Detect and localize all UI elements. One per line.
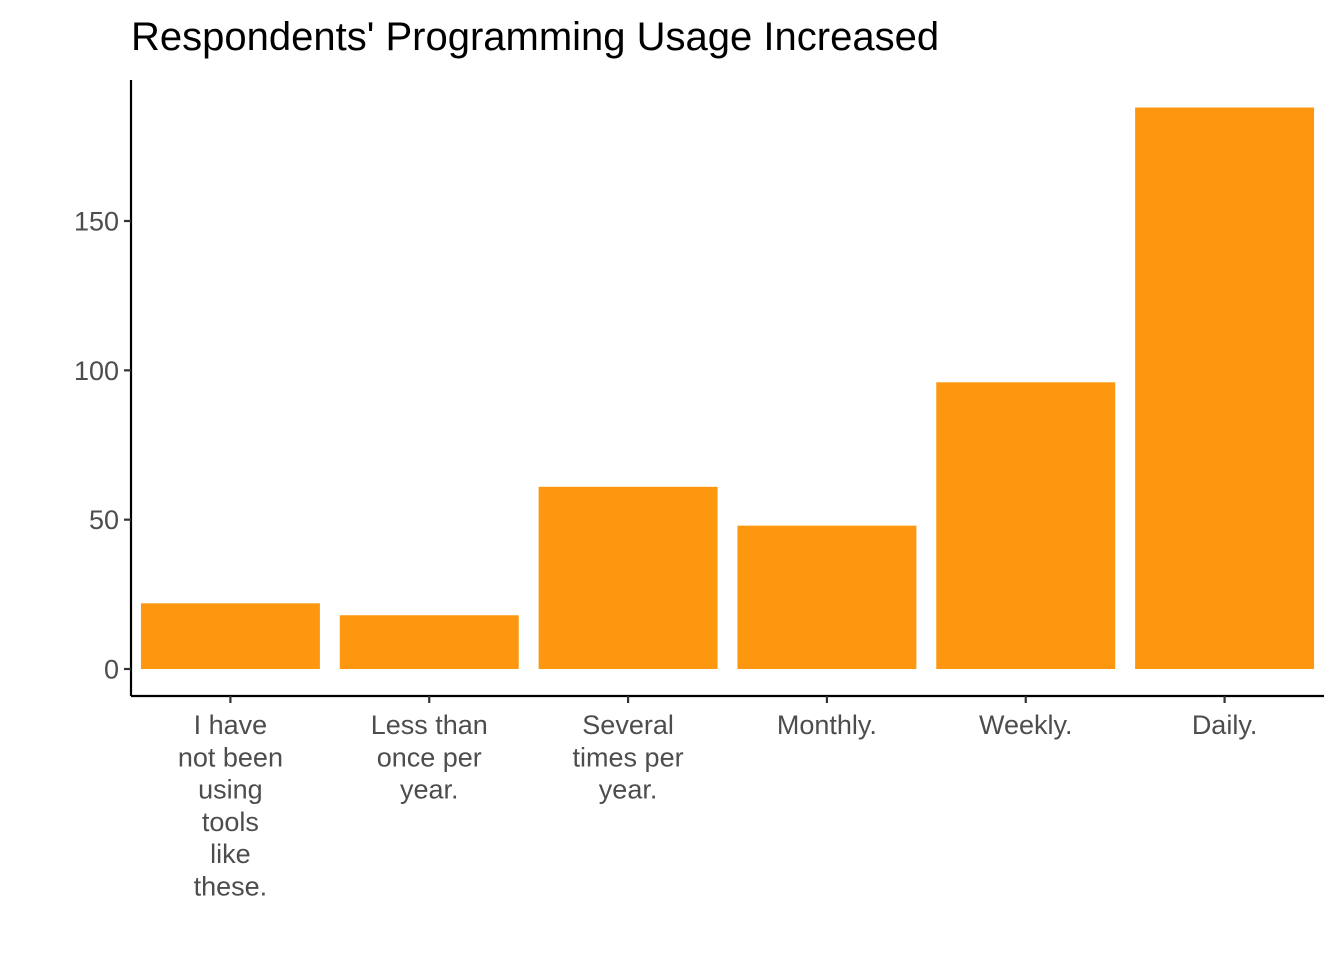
bar-3	[737, 525, 917, 669]
chart-title: Respondents' Programming Usage Increased	[131, 15, 939, 59]
y-tick-label: 100	[74, 356, 119, 386]
y-axis: 0 50 100 150	[74, 80, 133, 696]
x-tick-label: Weekly.	[979, 710, 1073, 740]
y-tick-label: 0	[104, 655, 119, 685]
x-tick-label-line: like	[210, 839, 251, 869]
x-tick-label-line: Daily.	[1192, 710, 1258, 740]
x-tick-label-line: Several	[582, 710, 674, 740]
x-tick-label-line: not been	[178, 742, 283, 772]
x-tick-label-line: year.	[599, 775, 658, 805]
x-tick-label-line: using	[198, 775, 263, 805]
x-tick-label-line: I have	[194, 710, 268, 740]
x-tick-label-line: tools	[202, 807, 259, 837]
bars-layer	[140, 107, 1315, 669]
y-tick-label: 50	[89, 505, 119, 535]
x-tick-label: Several times per year.	[573, 710, 684, 805]
bar-4	[936, 382, 1116, 669]
x-tick-label-line: these.	[194, 872, 268, 902]
x-tick-label-line: Less than	[371, 710, 488, 740]
y-tick-label: 150	[74, 207, 119, 237]
bar-5	[1135, 107, 1315, 669]
bar-0	[140, 603, 320, 669]
x-tick-label-line: Weekly.	[979, 710, 1073, 740]
x-tick-label: Monthly.	[777, 710, 877, 740]
x-tick-label: Daily.	[1192, 710, 1258, 740]
x-tick-label-line: times per	[573, 742, 684, 772]
bar-1	[339, 615, 519, 669]
x-tick-label-line: Monthly.	[777, 710, 877, 740]
x-tick-label: I have not been using tools like these.	[178, 710, 283, 902]
x-axis: I have not been using tools like these. Less t…	[131, 694, 1324, 902]
bar-2	[538, 486, 718, 669]
x-tick-label-line: once per	[377, 742, 482, 772]
x-tick-label-line: year.	[400, 775, 459, 805]
x-tick-label: Less than once per year.	[371, 710, 488, 805]
